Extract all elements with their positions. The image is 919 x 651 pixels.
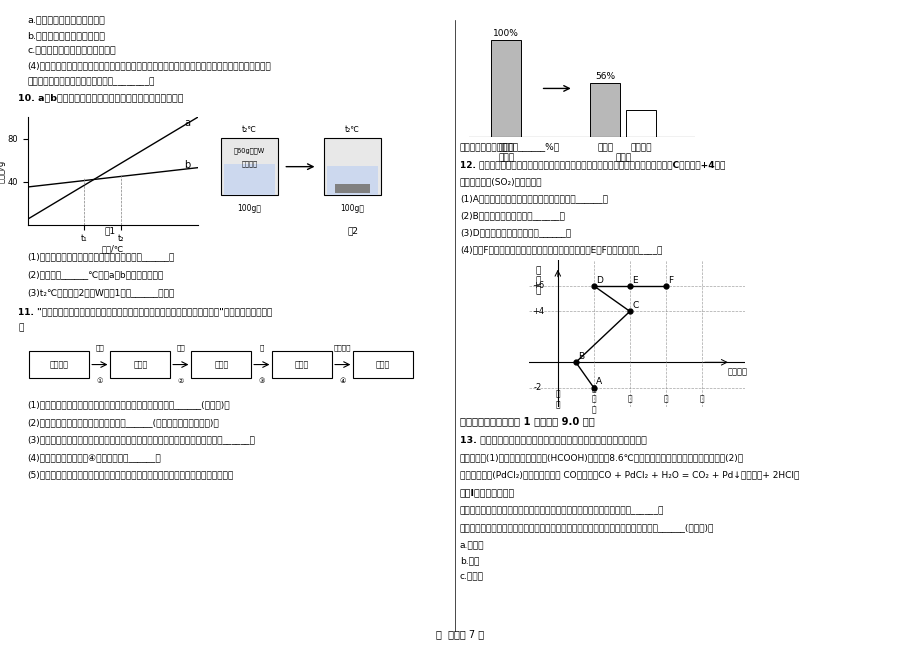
Text: 生石灰: 生石灰 — [214, 360, 228, 369]
Text: 碱: 碱 — [698, 395, 704, 404]
Text: (4)写出图中所示过程中④的化学方程式______。: (4)写出图中所示过程中④的化学方程式______。 — [28, 453, 161, 462]
Text: (3)D点表示的物质的化学式为______；: (3)D点表示的物质的化学式为______； — [460, 228, 571, 237]
Text: 反应前: 反应前 — [498, 153, 514, 162]
Text: 100g水: 100g水 — [237, 204, 261, 214]
Text: 氧
化
物: 氧 化 物 — [591, 384, 596, 414]
Text: 图2: 图2 — [347, 227, 358, 236]
Bar — [272, 351, 332, 378]
Text: 二氧化碳: 二氧化碳 — [630, 143, 651, 152]
Text: t₂℃: t₂℃ — [345, 125, 359, 134]
Text: 第  页，共 7 页: 第 页，共 7 页 — [436, 629, 483, 639]
Text: 图1: 图1 — [105, 227, 116, 236]
Text: (2)当温度为______℃时，a和b的溶解度相等。: (2)当温度为______℃时，a和b的溶解度相等。 — [28, 270, 164, 279]
Text: 充分搅拌: 充分搅拌 — [241, 161, 257, 167]
Bar — [326, 165, 378, 195]
Text: (2)图中所涉及的物质中由离子构成的是______(只填一种物质的化学式)；: (2)图中所涉及的物质中由离子构成的是______(只填一种物质的化学式)； — [28, 418, 219, 427]
Bar — [335, 184, 369, 193]
Text: b: b — [184, 159, 190, 170]
Text: +4: +4 — [531, 307, 543, 316]
Y-axis label: 溶解度/g: 溶解度/g — [0, 159, 6, 182]
Text: c.食盐水: c.食盐水 — [460, 572, 483, 581]
Text: 12. 如图为硫的价类图，纵坐标表示硫的化合价，横坐标表示含硫物质的类别，例如：C点可表示+4价硫: 12. 如图为硫的价类图，纵坐标表示硫的化合价，横坐标表示含硫物质的类别，例如：… — [460, 161, 724, 170]
Bar — [29, 351, 89, 378]
Text: 反应后: 反应后 — [615, 153, 630, 162]
Text: D: D — [596, 275, 602, 284]
Text: 巨大山石: 巨大山石 — [50, 360, 69, 369]
Text: 11. "千锤万凿出深山，烈火焚烧报没等闲，粉身碎骨浑不怕，要留清白在人间。"这是明代民族英雄于: 11. "千锤万凿出深山，烈火焚烧报没等闲，粉身碎骨浑不怕，要留清白在人间。"这… — [18, 307, 272, 316]
Text: 价: 价 — [535, 286, 540, 296]
Text: ④: ④ — [339, 378, 346, 385]
Bar — [491, 40, 521, 137]
Bar — [323, 138, 380, 195]
Text: 100%: 100% — [493, 29, 518, 38]
Text: 展过滤，则滤液中确定含有的清质是________。: 展过滤，则滤液中确定含有的清质是________。 — [28, 77, 154, 86]
Text: (3)虎门销烟时，林则徐把鸦片和生石灰共同投入水池销毁，简述其中的化学原理______。: (3)虎门销烟时，林则徐把鸦片和生石灰共同投入水池销毁，简述其中的化学原理___… — [28, 436, 255, 445]
Text: a: a — [184, 118, 190, 128]
Text: a.肥皂水: a.肥皂水 — [460, 541, 484, 550]
Text: -2: -2 — [533, 383, 541, 393]
Text: 盐: 盐 — [663, 395, 667, 404]
Text: 三、探究题（本大题共 1 小题，共 9.0 分）: 三、探究题（本大题共 1 小题，共 9.0 分） — [460, 417, 594, 426]
Text: A: A — [596, 378, 602, 387]
Text: 煅烧: 煅烧 — [176, 344, 185, 351]
Text: 谦: 谦 — [18, 323, 24, 332]
Text: 元素的氧化物(SO₂)。请答复：: 元素的氧化物(SO₂)。请答复： — [460, 177, 542, 186]
Text: a.合金的熔点一般比其组分低: a.合金的熔点一般比其组分低 — [28, 16, 106, 25]
Text: 熟石灰: 熟石灰 — [295, 360, 309, 369]
Text: 石灰石: 石灰石 — [133, 360, 147, 369]
Text: (5)碳酸钙在高温下分解为氧化钙和二氧化碳，其中各物质的质量关系可用如图表示：: (5)碳酸钙在高温下分解为氧化钙和二氧化碳，其中各物质的质量关系可用如图表示： — [28, 471, 233, 480]
Text: ③: ③ — [258, 378, 265, 385]
Text: 碳酸钙: 碳酸钙 — [376, 360, 390, 369]
Text: 酸: 酸 — [627, 395, 631, 404]
Text: C: C — [631, 301, 638, 310]
Text: 13. 蚁虫叮咬时能分泌出蚁酸刺激皮肤，某兴趣小组进展了如下探究。: 13. 蚁虫叮咬时能分泌出蚁酸刺激皮肤，某兴趣小组进展了如下探究。 — [460, 435, 646, 444]
Text: 56%: 56% — [595, 72, 615, 81]
Bar — [625, 109, 655, 137]
Text: 探究Ⅰ：蚁酸的酸碱性: 探究Ⅰ：蚁酸的酸碱性 — [460, 488, 515, 497]
X-axis label: 温度/℃: 温度/℃ — [101, 245, 124, 254]
Text: ①: ① — [96, 378, 103, 385]
Text: (1)两种物质中，溶解度随温度上升而减小的是______。: (1)两种物质中，溶解度随温度上升而减小的是______。 — [28, 253, 175, 262]
Bar — [191, 351, 251, 378]
Text: ②: ② — [177, 378, 184, 385]
Text: 碳酸钙: 碳酸钙 — [498, 143, 514, 152]
Text: 则生成二氧化碳的质量占______%。: 则生成二氧化碳的质量占______%。 — [460, 142, 560, 151]
Text: +6: +6 — [531, 281, 543, 290]
Bar — [589, 83, 619, 137]
Text: 100g水: 100g水 — [340, 204, 364, 214]
Text: 氧化钙: 氧化钙 — [596, 143, 613, 152]
Text: 二氧化碳: 二氧化碳 — [334, 344, 351, 351]
Bar — [353, 351, 413, 378]
Text: (2)B点表示的物质的类别是______；: (2)B点表示的物质的类别是______； — [460, 211, 564, 220]
Text: b.食醋: b.食醋 — [460, 557, 479, 566]
Text: 加60g物质W: 加60g物质W — [233, 147, 265, 154]
Text: B: B — [577, 352, 584, 361]
Text: 化: 化 — [535, 266, 540, 275]
Text: t₂℃: t₂℃ — [242, 125, 256, 134]
Text: 水: 水 — [259, 344, 264, 351]
Text: (1)A点表示的物质中，阴离子的构造示意图为______；: (1)A点表示的物质中，阴离子的构造示意图为______； — [460, 194, 607, 203]
Text: (4)假设F点表示的物质为含三种元素的钠盐，写出由E到F的化学方程式____。: (4)假设F点表示的物质为含三种元素的钠盐，写出由E到F的化学方程式____。 — [460, 245, 662, 254]
Text: 【联接】当被蚁虫叮咬后，在叮咬处涂抹一些物质可减轻循痒。以下物质你选择的是______(填字母)。: 【联接】当被蚁虫叮咬后，在叮咬处涂抹一些物质可减轻循痒。以下物质你选择的是___… — [460, 523, 713, 533]
Text: 查阅资料：(1)蚁酸化学名称为甲酸(HCOOH)，熔点为8.6℃，固定条件下加热分解生成两种物质；(2)常: 查阅资料：(1)蚁酸化学名称为甲酸(HCOOH)，熔点为8.6℃，固定条件下加热… — [460, 453, 743, 462]
Text: 温下，氯化铂(PdCl₂)溶液常用于检验 CO的存在：CO + PdCl₂ + H₂O = CO₂ + Pd↓（灰色）+ 2HCl。: 温下，氯化铂(PdCl₂)溶液常用于检验 CO的存在：CO + PdCl₂ + … — [460, 470, 799, 479]
Bar — [110, 351, 170, 378]
Text: 单
质: 单 质 — [555, 389, 560, 409]
Bar — [223, 164, 275, 195]
Text: (3)t₂℃时，由图2推想W是图1中的______物质。: (3)t₂℃时，由图2推想W是图1中的______物质。 — [28, 288, 175, 297]
Text: c.合金的抗腐蚀性一般比其组分强: c.合金的抗腐蚀性一般比其组分强 — [28, 46, 116, 55]
Text: 合: 合 — [535, 276, 540, 285]
Bar — [221, 138, 278, 195]
Text: 物质类别: 物质类别 — [727, 367, 747, 376]
Text: (4)向硝酸银和硝酸锌的混合溶液中参与确定量的铜粉，观看到溶液由无色变为蓝色后，对混合溶液进: (4)向硝酸银和硝酸锌的混合溶液中参与确定量的铜粉，观看到溶液由无色变为蓝色后，… — [28, 61, 271, 70]
Text: 锤击: 锤击 — [96, 344, 104, 351]
Text: E: E — [631, 275, 637, 284]
Text: 【进展试验】向盛有蚁酸溶液的试管中滴加有茴蕊试液，变红色。结论：______。: 【进展试验】向盛有蚁酸溶液的试管中滴加有茴蕊试液，变红色。结论：______。 — [460, 506, 664, 515]
Text: b.合金的硬度一般比其组分大: b.合金的硬度一般比其组分大 — [28, 31, 106, 40]
Text: 10. a、b两种固体物质的溶解度曲线如以下图，根图答复：: 10. a、b两种固体物质的溶解度曲线如以下图，根图答复： — [18, 93, 184, 102]
Text: F: F — [667, 275, 673, 284]
Text: (1)图中石灰石、生石灰、熟石灰三种物质共同含有的元素为______(填符号)；: (1)图中石灰石、生石灰、熟石灰三种物质共同含有的元素为______(填符号)； — [28, 400, 230, 409]
